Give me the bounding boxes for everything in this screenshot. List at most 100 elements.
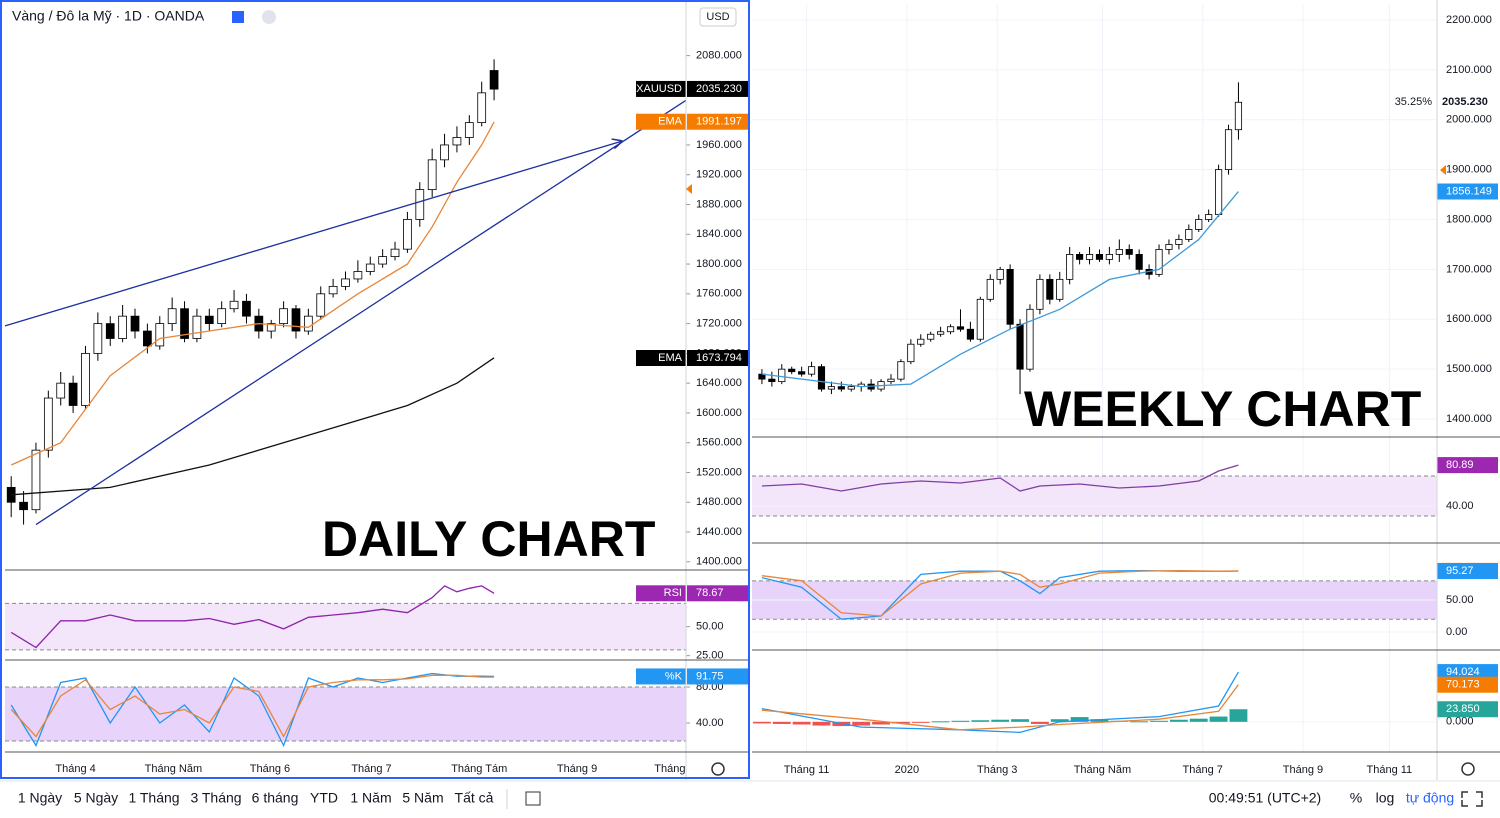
price-tag-value: 2035.230 (1442, 96, 1488, 108)
candle-body (1155, 249, 1163, 275)
candle-body (1195, 219, 1203, 230)
range-button[interactable]: 1 Năm (350, 790, 391, 806)
candle-body (1224, 129, 1233, 171)
candle-body (768, 378, 776, 383)
candle-body (1165, 244, 1173, 250)
candle-body (966, 328, 974, 340)
price-tag-name: EMA (658, 116, 683, 128)
y-tick-label: 1760.000 (696, 288, 742, 300)
range-button[interactable]: 5 Ngày (74, 790, 118, 806)
candle-body (279, 308, 288, 325)
range-button[interactable]: 1 Ngày (18, 790, 62, 806)
y-tick-label: 40.00 (1446, 500, 1474, 512)
price-tag (1437, 563, 1498, 580)
x-tick-label: Tháng Năm (1074, 764, 1131, 776)
candle-body (907, 343, 915, 363)
candle-body (31, 449, 41, 511)
histogram-bar (752, 721, 771, 724)
y-tick-label: 1840.000 (696, 228, 742, 240)
candle-body (1125, 249, 1133, 255)
indicator-line (761, 569, 1239, 617)
flag-icon[interactable] (232, 11, 244, 23)
candle-body (1066, 254, 1074, 280)
x-tick-label: Tháng 9 (557, 763, 597, 775)
y-tick-label: 1900.000 (1446, 164, 1492, 176)
price-tag-name-box (636, 668, 686, 685)
candle-body (798, 371, 806, 375)
price-marker (686, 184, 692, 194)
candle-body (143, 330, 152, 347)
clock[interactable]: 00:49:51 (UTC+2) (1209, 790, 1321, 806)
range-button[interactable]: 3 Tháng (190, 790, 241, 806)
y-tick-label: 0.000 (1446, 716, 1474, 728)
price-tag-value: 78.67 (696, 587, 724, 599)
collapse-icon[interactable] (262, 10, 276, 24)
candle-body (56, 382, 66, 399)
range-button[interactable]: 1 Tháng (128, 790, 179, 806)
indicator-line (11, 357, 495, 496)
candle-body (118, 315, 127, 339)
candle-body (464, 122, 474, 138)
percent-toggle[interactable]: % (1350, 790, 1362, 806)
histogram-bar (1070, 717, 1089, 722)
auto-toggle[interactable]: tự động (1406, 790, 1454, 806)
candle-body (1185, 229, 1193, 240)
price-tag-name: EMA (658, 352, 683, 364)
price-tag-name-box (636, 349, 686, 366)
y-tick-label: 1640.000 (696, 377, 742, 389)
indicator-line (10, 585, 495, 649)
y-tick-label: 1880.000 (696, 198, 742, 210)
candle-body (192, 315, 202, 339)
candle-body (105, 323, 115, 339)
y-tick-label: 1600.000 (696, 407, 742, 419)
candle-body (217, 308, 227, 325)
price-tag (1437, 701, 1498, 718)
candle-body (390, 248, 400, 258)
y-tick-label: 1960.000 (696, 139, 742, 151)
histogram-bar (1189, 718, 1208, 722)
range-button[interactable]: YTD (310, 790, 338, 806)
candle-body (887, 378, 895, 383)
histogram-bar (1011, 719, 1029, 722)
candle-body (328, 285, 338, 295)
candle-body (353, 271, 363, 280)
y-tick-label: 1500.000 (1446, 363, 1492, 375)
candle-body (81, 352, 90, 406)
y-tick-label: 2080.000 (696, 50, 742, 62)
candle-body (1115, 249, 1123, 255)
range-button[interactable]: Tất cả (455, 790, 494, 806)
band-fill (752, 476, 1437, 516)
candle-body (1076, 254, 1084, 260)
indicator-line (10, 121, 495, 466)
y-tick-label: 1560.000 (696, 437, 742, 449)
log-toggle[interactable]: log (1376, 790, 1395, 806)
price-tag-name: %K (665, 670, 683, 682)
y-tick-label: 50.00 (1446, 594, 1474, 606)
histogram-bar (991, 719, 1010, 722)
y-tick-label: 25.00 (696, 650, 724, 662)
price-tag (687, 585, 748, 602)
x-tick-label: Tháng (654, 763, 685, 775)
candle-body (847, 386, 855, 390)
date-range-icon[interactable] (525, 791, 541, 806)
settings-icon[interactable] (711, 762, 725, 776)
candle-body (93, 323, 103, 354)
price-tag-name-box (636, 80, 686, 97)
candle-body (489, 70, 499, 90)
indicator-line (761, 684, 1239, 731)
x-tick-label: Tháng 9 (1283, 764, 1323, 776)
range-button[interactable]: 5 Năm (402, 790, 443, 806)
fullscreen-icon[interactable] (1461, 791, 1483, 807)
candle-body (303, 315, 313, 332)
candle-body (341, 278, 350, 287)
settings-icon[interactable] (1461, 762, 1475, 776)
price-tag-value: 23.850 (1446, 703, 1480, 715)
candle-body (155, 323, 165, 347)
currency-box[interactable] (699, 7, 737, 27)
price-tag-name: 35.25% (1395, 96, 1433, 108)
range-button[interactable]: 6 tháng (252, 790, 299, 806)
price-tag-name: XAUUSD (636, 83, 682, 95)
y-tick-label: 1800.000 (1446, 213, 1492, 225)
candle-body (1026, 308, 1034, 370)
y-tick-label: 2100.000 (1446, 64, 1492, 76)
